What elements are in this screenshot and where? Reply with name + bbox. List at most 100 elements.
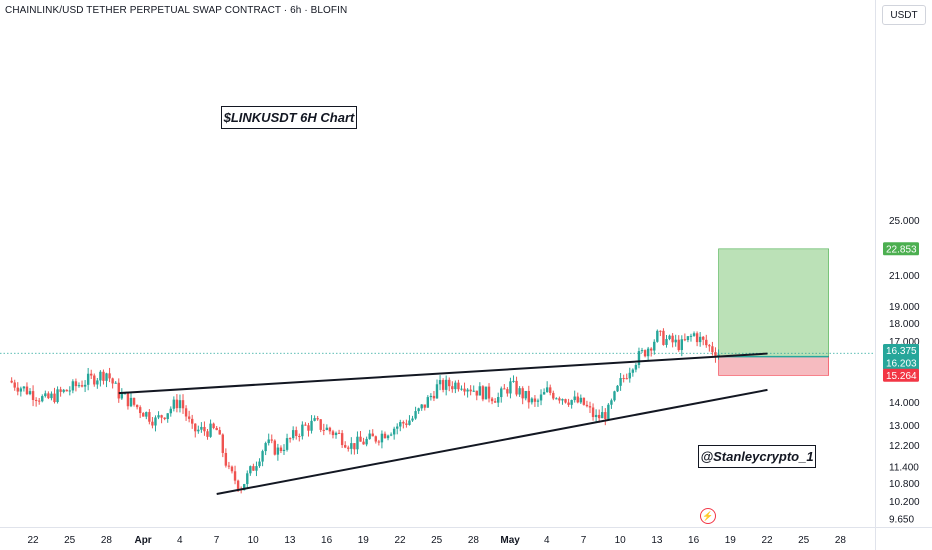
candle-body [120, 393, 124, 399]
candle [444, 375, 448, 396]
candle-body [227, 465, 231, 467]
candle-body [441, 380, 445, 390]
time-axis[interactable]: 22 25 28 Apr 4 7 10 13 16 19 22 25 28 May 4 7 10 13 16 19 22… [27, 535, 846, 546]
target-zone[interactable] [718, 248, 829, 357]
candle-body [31, 391, 35, 400]
candle-body [93, 375, 96, 385]
candle-body [347, 447, 350, 449]
candle-body [500, 388, 503, 398]
stop-zone[interactable] [718, 356, 829, 376]
candle-body [365, 438, 368, 445]
candle [631, 368, 635, 377]
candle-body [613, 391, 616, 401]
title-annotation[interactable]: $LINKUSDT 6H Chart [221, 106, 357, 129]
candle-body [154, 417, 157, 426]
candle-body [325, 427, 329, 430]
candle-body [163, 417, 166, 420]
candle-body [13, 382, 16, 388]
candle [353, 443, 356, 455]
lightning-icon[interactable]: ⚡ [700, 508, 716, 524]
time-tick-label: 25 [431, 535, 443, 546]
candle-body [524, 390, 527, 399]
candle [334, 431, 338, 439]
candle-body [316, 418, 319, 420]
candle-body [527, 390, 530, 403]
time-tick-label: 22 [761, 535, 773, 546]
time-tick-label: 19 [358, 535, 370, 546]
candle [405, 419, 408, 428]
candle-body [353, 443, 356, 450]
price-tick-label: 10.200 [889, 497, 920, 508]
candle [441, 378, 445, 393]
candle-body [151, 421, 154, 426]
handle-annotation[interactable]: @Stanleycrypto_1 [698, 445, 816, 468]
candle [402, 420, 405, 429]
candle [708, 344, 711, 352]
candle-body [267, 439, 270, 444]
candle [233, 465, 237, 485]
candle-body [420, 404, 423, 409]
candle-body [230, 466, 234, 472]
currency-selector[interactable]: USDT [882, 5, 926, 25]
candle-body [331, 431, 335, 436]
candle [105, 372, 108, 388]
candle-body [166, 413, 169, 420]
candle-body [62, 389, 65, 392]
candle-body [702, 336, 705, 340]
candle-body [689, 335, 693, 337]
candle [249, 465, 252, 476]
candle [702, 335, 705, 346]
candle [634, 363, 638, 373]
candle-body [350, 443, 353, 449]
candle-body [656, 330, 659, 342]
candle [448, 377, 451, 392]
candle [96, 377, 99, 389]
candle-body [203, 426, 206, 432]
candle [276, 443, 280, 461]
lower-trendline[interactable] [216, 388, 768, 496]
candle [267, 433, 270, 446]
candle-body [588, 406, 592, 408]
candle-body [711, 346, 714, 353]
candle-body [96, 380, 99, 385]
price-tick-label: 19.000 [889, 302, 920, 313]
candle [331, 429, 335, 439]
candle-body [34, 399, 38, 401]
candle [142, 412, 145, 417]
candle [285, 433, 289, 452]
candle [145, 411, 148, 420]
candle-body [509, 381, 512, 394]
price-axis[interactable]: 25.000 21.000 19.000 18.000 17.000 14.000 13.0… [889, 216, 920, 525]
time-tick-label: 25 [64, 535, 76, 546]
candle [659, 330, 662, 337]
candle [197, 425, 200, 434]
candle [487, 383, 491, 403]
candle-body [408, 420, 411, 425]
candle-body [591, 407, 595, 418]
candle-body [432, 395, 436, 399]
candle-body [417, 408, 420, 412]
candle-body [665, 339, 668, 345]
candle-body [463, 388, 466, 392]
candle-body [279, 447, 283, 452]
candle [117, 378, 120, 403]
candle-body [249, 466, 252, 474]
candle-body [264, 443, 267, 452]
time-tick-label: 13 [284, 535, 296, 546]
candle [310, 415, 313, 434]
candle-body [356, 436, 359, 450]
trendlines[interactable] [118, 352, 768, 496]
candle [291, 426, 295, 441]
candle [132, 397, 136, 407]
candle [616, 384, 619, 393]
time-tick-label: 4 [544, 535, 550, 546]
candle [594, 409, 598, 422]
candle [420, 404, 423, 411]
candle-body [337, 432, 341, 434]
price-tick-label: 18.000 [889, 319, 920, 330]
candle [53, 387, 56, 404]
candle [671, 333, 674, 348]
upper-trendline[interactable] [118, 352, 768, 395]
